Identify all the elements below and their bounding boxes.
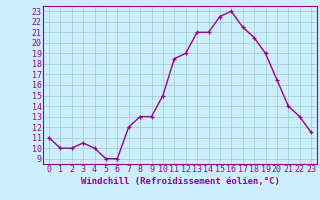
X-axis label: Windchill (Refroidissement éolien,°C): Windchill (Refroidissement éolien,°C) [81,177,279,186]
